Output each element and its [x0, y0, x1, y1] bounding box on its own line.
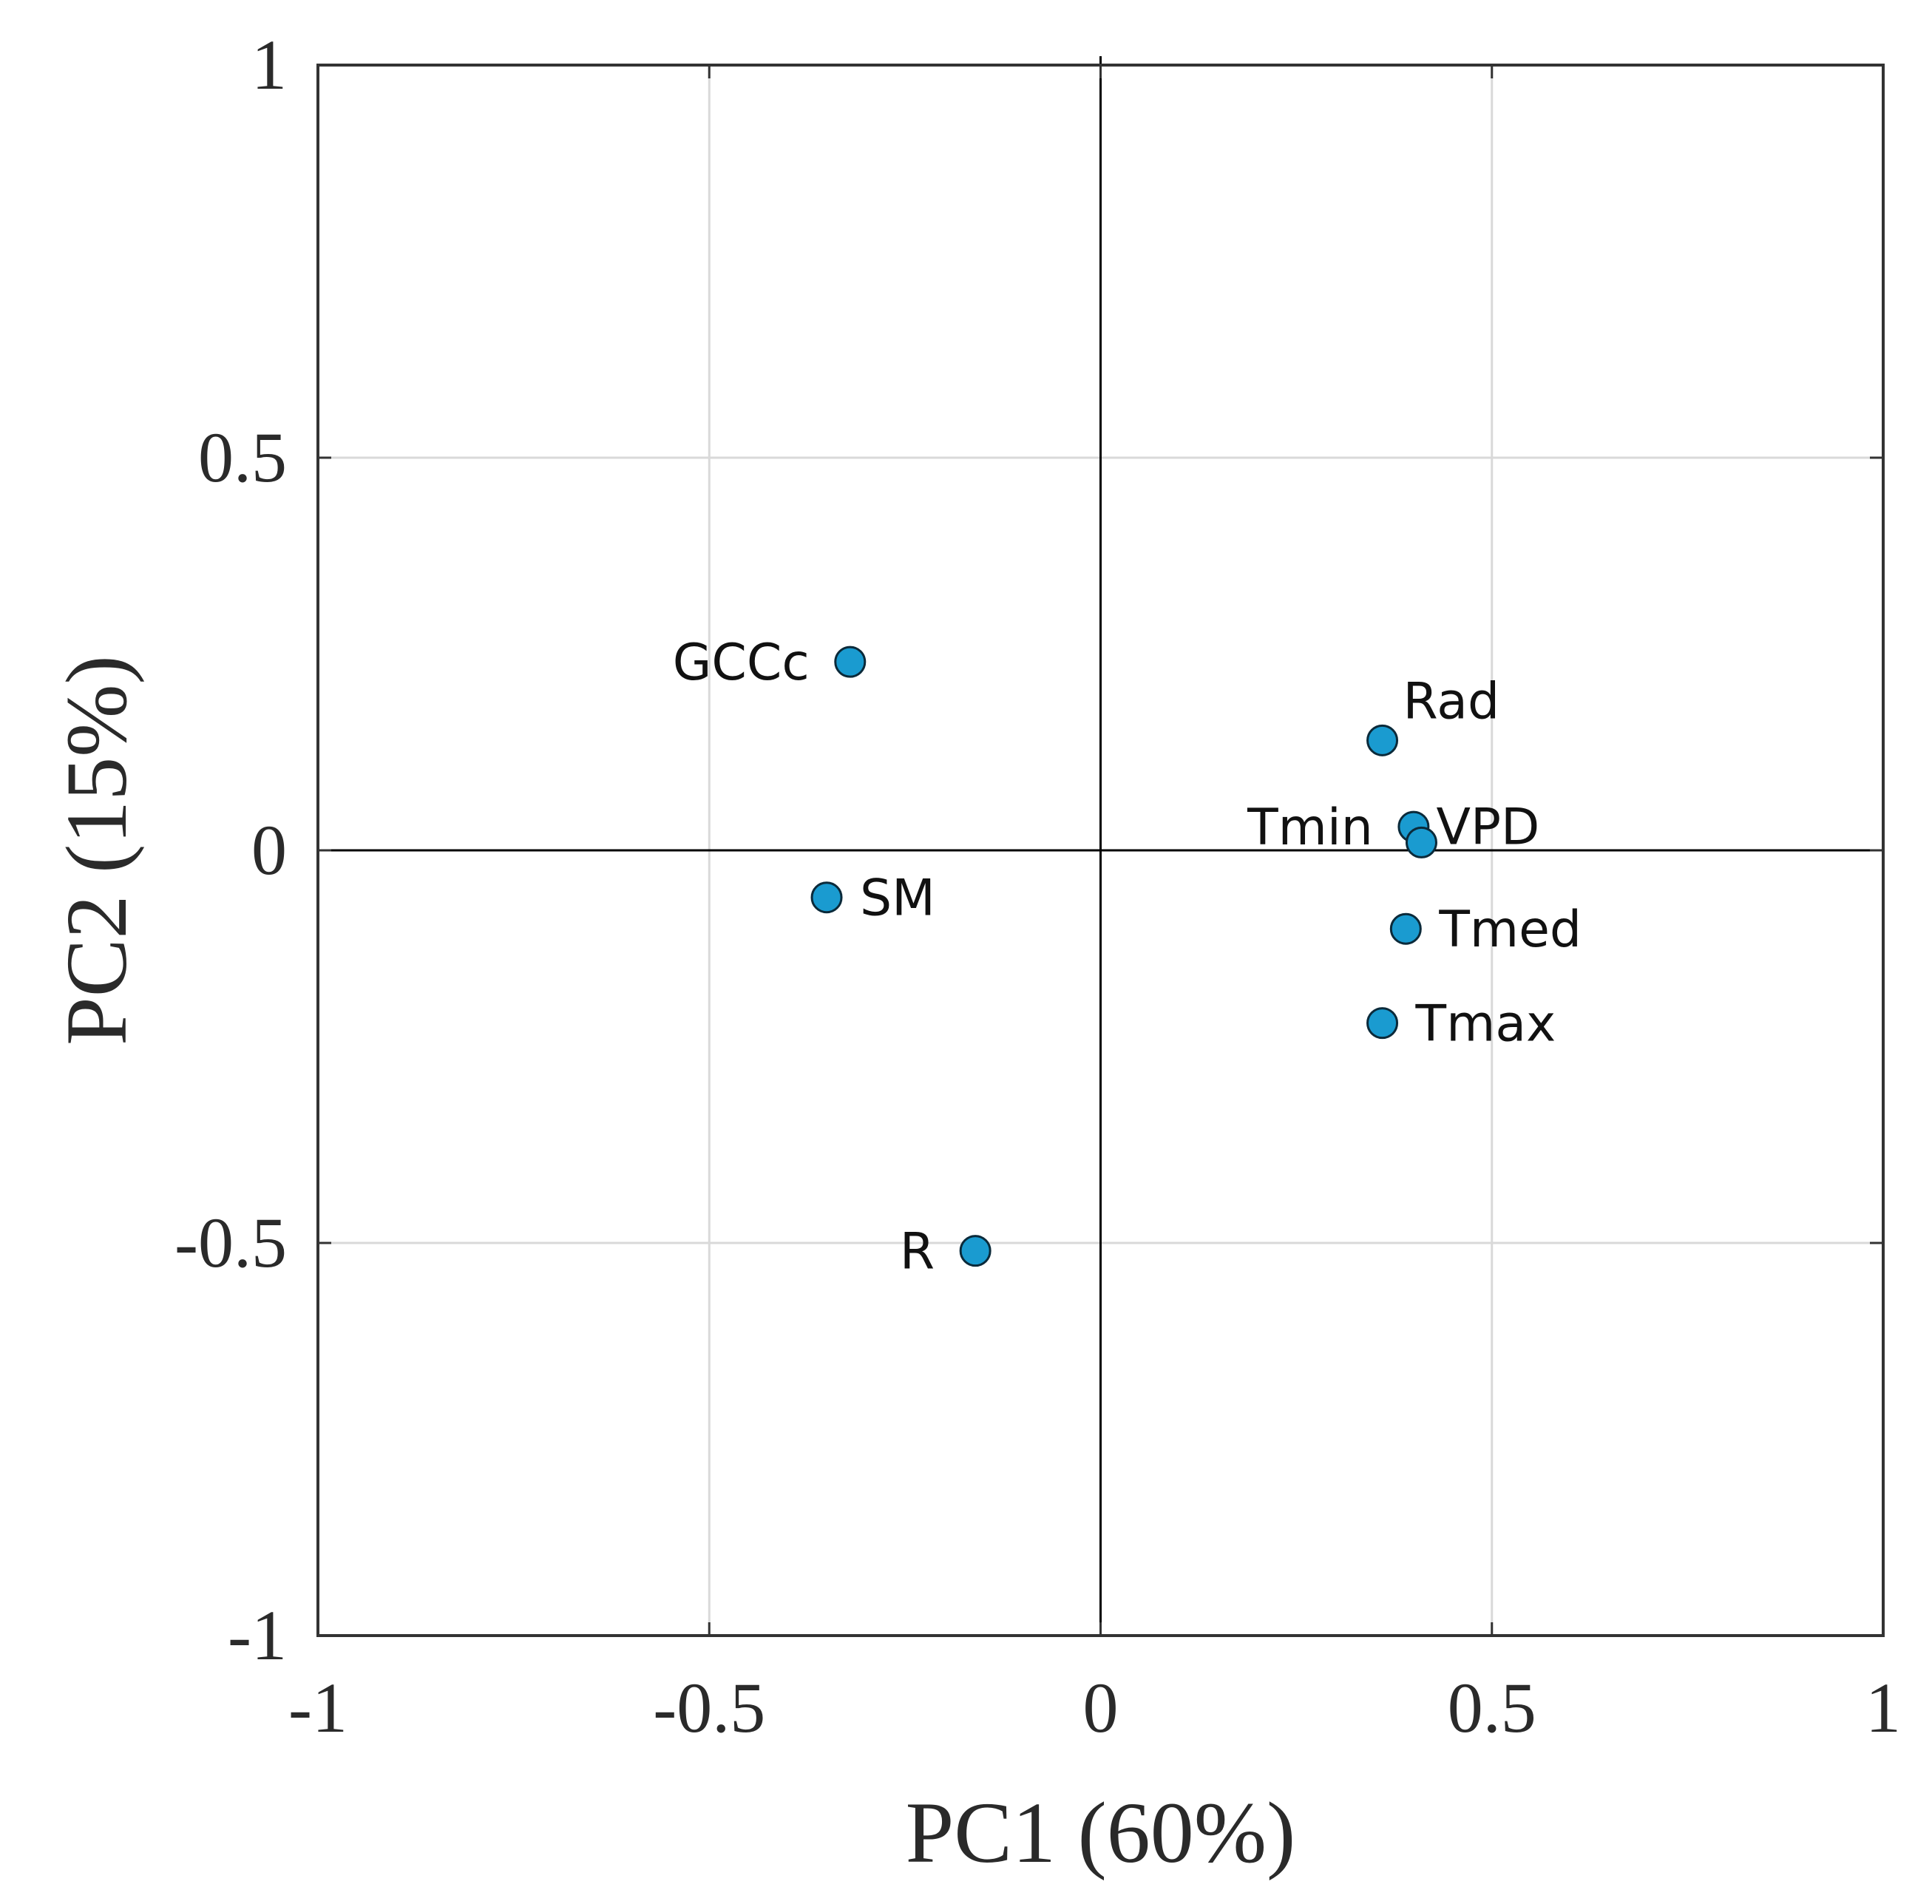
data-point-r: R — [900, 1223, 992, 1281]
y-tick-label: 0 — [251, 810, 287, 890]
y-tick-label: 1 — [251, 25, 287, 104]
data-point-tmin: Tmin — [1247, 799, 1430, 857]
data-point-gccc: GCCc — [673, 634, 867, 692]
point-label: Tmax — [1415, 995, 1556, 1054]
point-label: SM — [860, 870, 935, 928]
y-tick-label: -0.5 — [174, 1203, 287, 1282]
point-label: Tmed — [1438, 901, 1582, 959]
point-marker — [810, 881, 843, 914]
x-axis-title: PC1 (60%) — [906, 1784, 1296, 1881]
point-marker — [1405, 826, 1437, 858]
data-point-sm: SM — [810, 870, 935, 928]
point-marker — [1389, 912, 1422, 945]
point-layer: GCCc SM R Rad Tmin VPD Tmed Tmax — [673, 634, 1582, 1281]
y-tick-label: -1 — [228, 1596, 287, 1675]
x-tick-label: 0 — [1083, 1668, 1119, 1747]
point-label: R — [900, 1223, 935, 1281]
point-label: VPD — [1436, 798, 1539, 856]
x-tick-label: 0.5 — [1448, 1668, 1536, 1747]
point-marker — [834, 646, 867, 678]
data-point-tmed: Tmed — [1389, 901, 1582, 959]
x-tick-label: -0.5 — [653, 1668, 765, 1747]
point-marker — [1366, 1007, 1399, 1040]
point-label: Tmin — [1247, 799, 1373, 857]
data-point-vpd: VPD — [1405, 798, 1539, 858]
point-label: GCCc — [673, 634, 810, 692]
y-axis-title: PC2 (15%) — [48, 655, 145, 1046]
point-label: Rad — [1403, 672, 1500, 731]
point-marker — [959, 1235, 992, 1267]
x-tick-label: 1 — [1865, 1668, 1901, 1747]
y-tick-label: 0.5 — [198, 418, 287, 497]
tick-layer: -1 -0.5 0 0.5 1 -1 -0.5 0 0.5 1 — [174, 25, 1901, 1747]
data-point-tmax: Tmax — [1366, 995, 1556, 1054]
zero-lines — [318, 56, 1883, 1636]
point-marker — [1366, 724, 1399, 756]
x-tick-label: -1 — [288, 1668, 348, 1747]
data-point-rad: Rad — [1366, 672, 1500, 756]
